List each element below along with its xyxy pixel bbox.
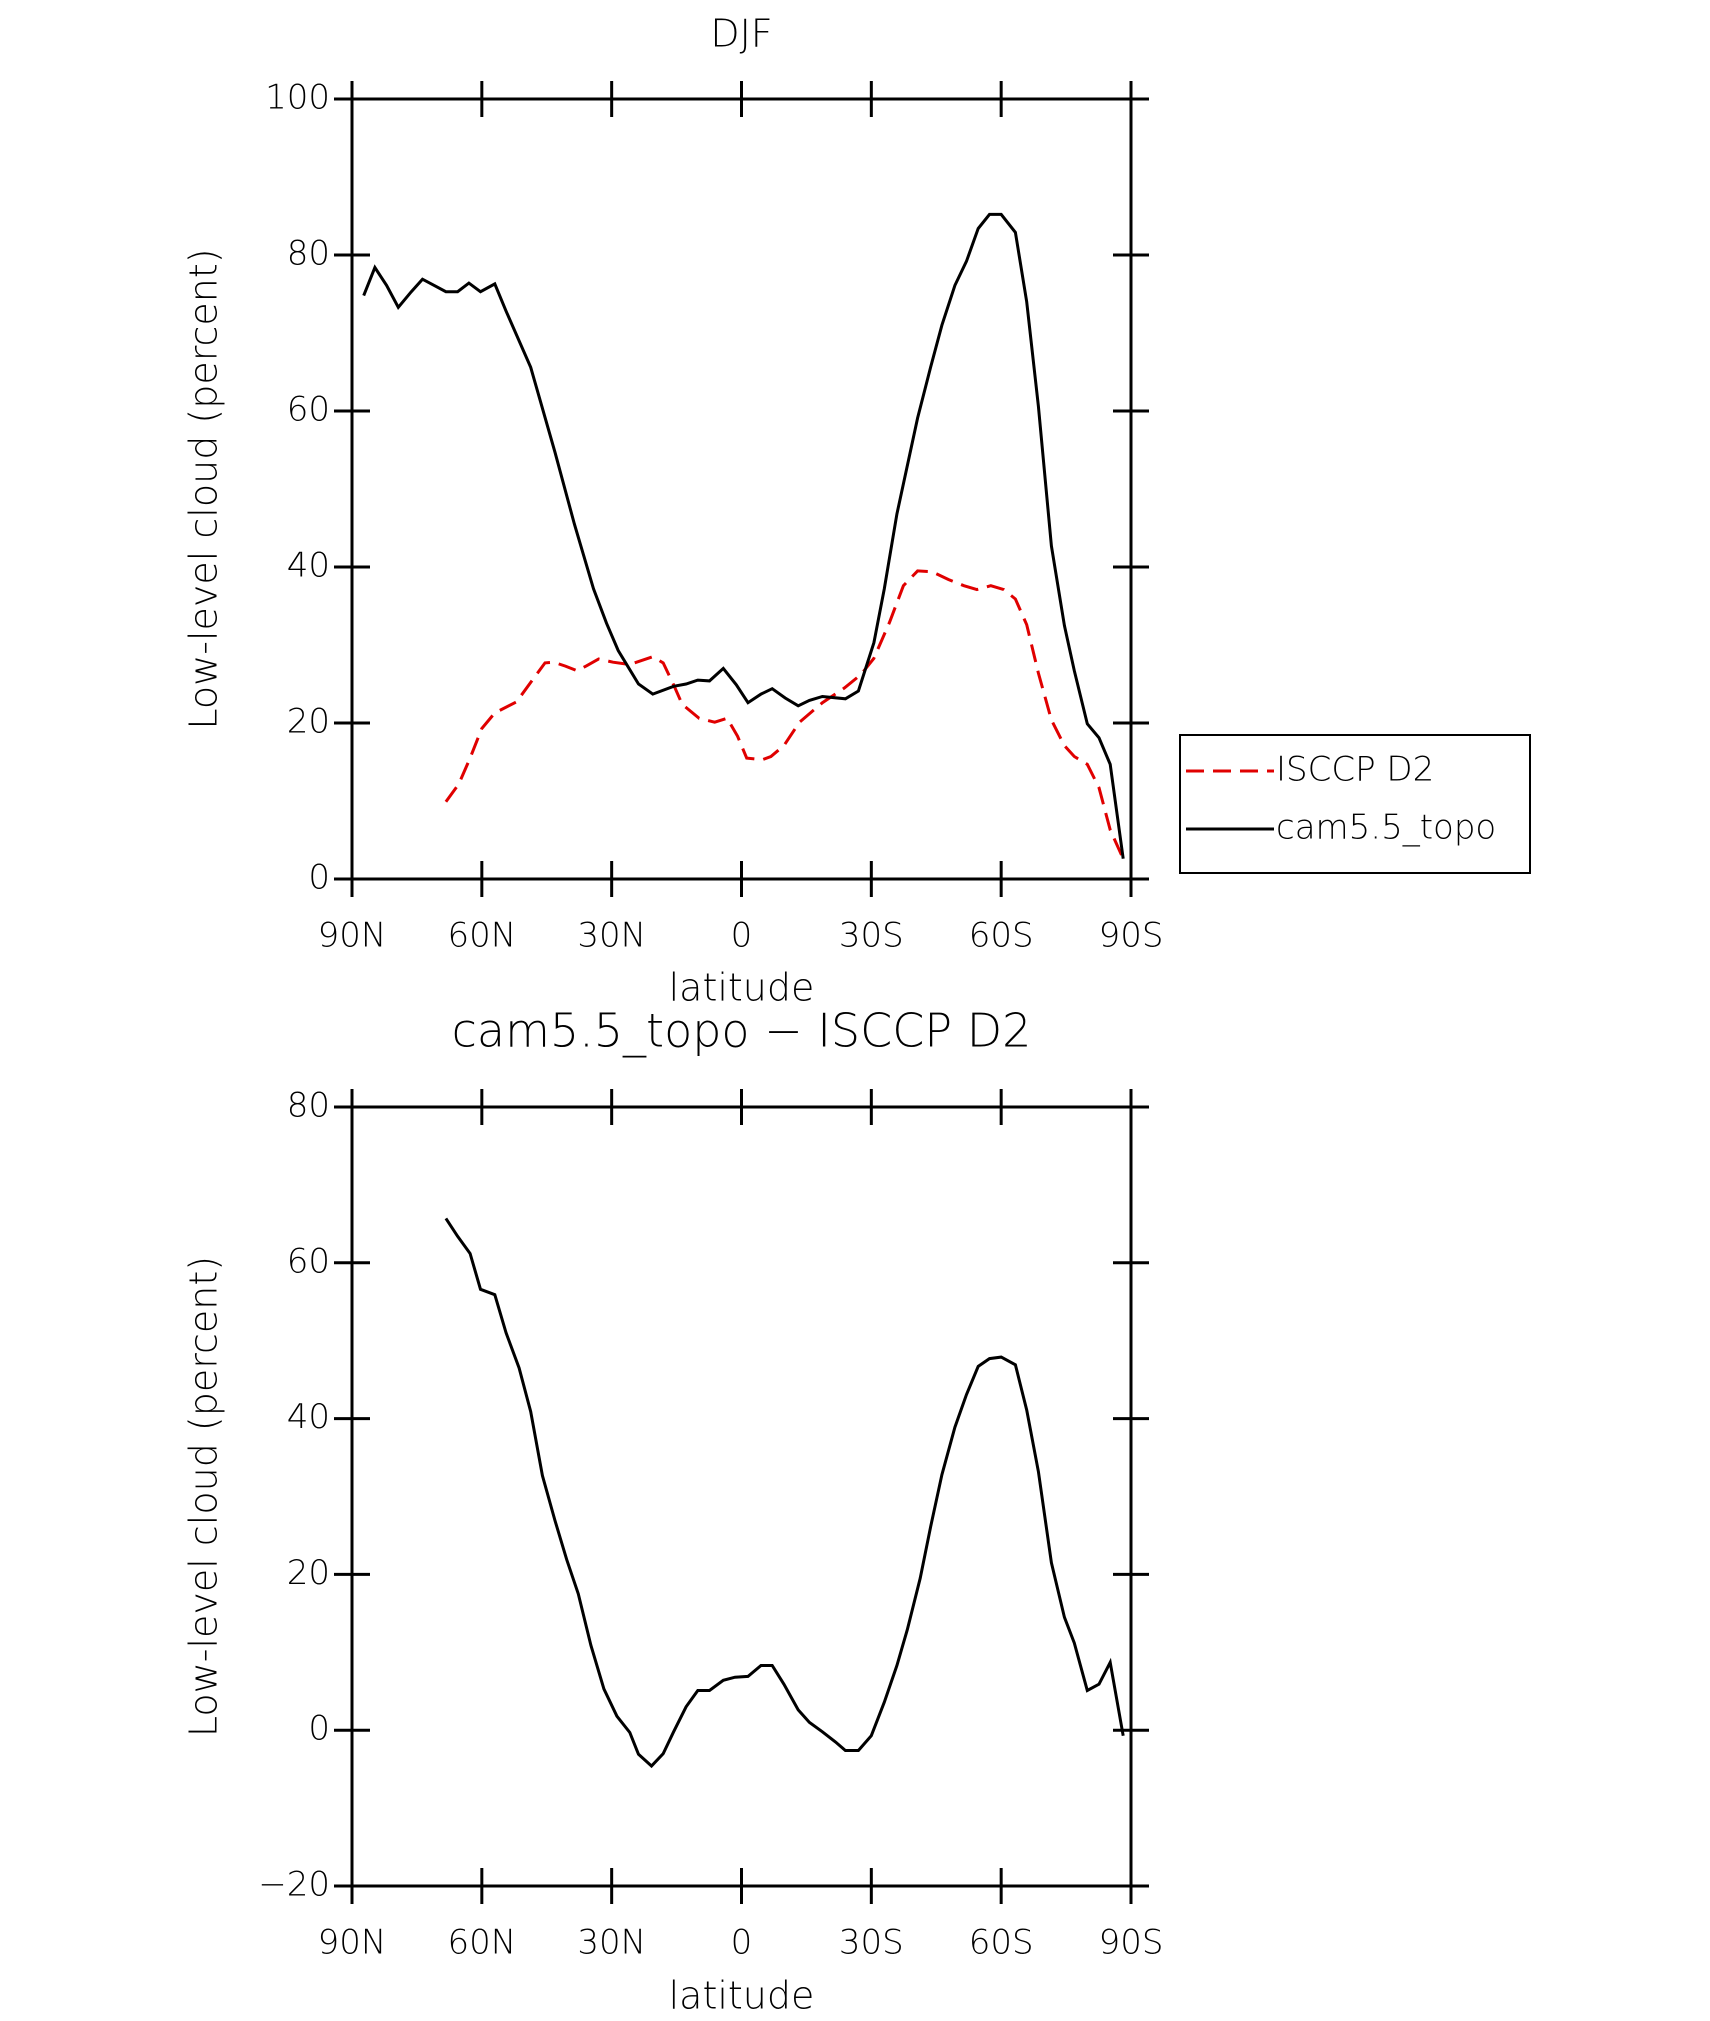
legend-box	[1179, 734, 1531, 874]
chart-title: DJF	[710, 12, 772, 56]
x-axis-label: latitude	[669, 1974, 815, 2018]
data-line	[444, 1217, 1125, 1769]
plot-frame	[350, 97, 1133, 881]
y-tick-label: 60	[287, 1241, 330, 1281]
y-axis-label: Low-level cloud (percent)	[182, 1256, 226, 1737]
x-tick-label: 30S	[839, 1923, 904, 1963]
y-axis-label: Low-level cloud (percent)	[182, 248, 226, 729]
x-tick-label: 60N	[447, 1923, 516, 1963]
y-tick-label: 0	[308, 858, 330, 898]
y-tick-label: 60	[287, 390, 330, 430]
x-tick-label: 60N	[447, 916, 516, 956]
x-tick-label: 60S	[969, 916, 1034, 956]
x-tick-label: 30S	[839, 916, 904, 956]
x-tick-label: 0	[731, 1923, 753, 1963]
x-tick-label: 90N	[318, 916, 387, 956]
x-axis-label: latitude	[669, 966, 815, 1010]
legend-label: ISCCP D2	[1276, 750, 1434, 790]
y-tick-label: −20	[258, 1865, 330, 1905]
legend-label: cam5.5_topo	[1276, 808, 1496, 848]
x-tick-label: 30N	[577, 916, 646, 956]
x-tick-label: 30N	[577, 1923, 646, 1963]
y-tick-label: 40	[287, 1397, 330, 1437]
x-tick-label: 90N	[318, 1923, 387, 1963]
data-line	[362, 212, 1125, 859]
x-tick-label: 90S	[1099, 916, 1164, 956]
x-tick-label: 90S	[1099, 1923, 1164, 1963]
y-tick-label: 0	[308, 1709, 330, 1749]
y-tick-label: 20	[287, 1553, 330, 1593]
x-tick-label: 60S	[969, 1923, 1034, 1963]
y-tick-label: 80	[287, 1086, 330, 1126]
data-line	[444, 569, 1125, 860]
y-tick-label: 80	[287, 234, 330, 274]
y-tick-label: 20	[287, 702, 330, 742]
y-tick-label: 40	[287, 546, 330, 586]
plot-frame	[350, 1105, 1133, 1888]
y-tick-label: 100	[265, 78, 330, 118]
chart-title: cam5.5_topo − ISCCP D2	[452, 1004, 1032, 1058]
x-tick-label: 0	[731, 916, 753, 956]
